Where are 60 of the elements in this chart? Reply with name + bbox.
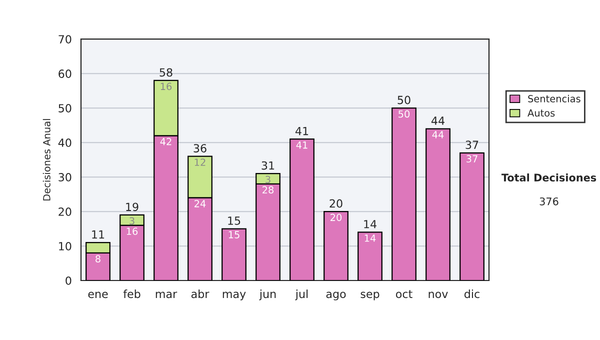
bar [358,232,382,280]
data-label: 16 [126,228,138,235]
data-label: 24 [194,200,206,208]
data-label: 20 [330,214,342,222]
total-label: 41 [295,126,308,136]
x-tick-label: jun [259,290,276,300]
y-tick-label: 70 [58,35,72,44]
bar [460,152,484,280]
data-label: 42 [160,138,172,146]
y-tick-label: 0 [66,276,72,285]
x-tick-label: may [222,292,246,300]
x-tick-label: mar [156,292,178,298]
data-label: 15 [228,231,240,238]
data-label: 8 [96,255,100,263]
x-tick-label: jul [295,290,308,300]
total-label: 20 [330,199,342,208]
data-label: 44 [432,131,444,138]
y-axis-title: Decisiones Anual [42,119,50,200]
bar [222,228,246,280]
total-label: 14 [364,220,376,228]
data-label: 50 [398,110,410,118]
data-label: 3 [266,176,270,184]
bar [290,138,314,280]
data-label: 3 [130,217,134,225]
bar [324,210,348,280]
total-label: 11 [92,230,104,239]
text: 376 [540,197,558,206]
total-label: 19 [126,202,138,212]
data-label: 14 [364,234,376,242]
total-label: 31 [262,161,274,170]
x-tick-label: feb [123,290,140,298]
x-tick-label: dic [464,290,480,298]
x-tick-label: ene [88,292,108,298]
x-tick-label: oct [396,290,412,298]
y-tick-label: 40 [58,138,72,147]
bar [392,108,416,280]
x-tick-label: sep [360,292,380,300]
data-label: 41 [296,141,308,149]
total-label: 37 [466,140,478,150]
y-tick-label: 50 [58,104,72,112]
total-label: 15 [228,216,240,225]
total-label: 58 [160,68,172,77]
total-label: 44 [431,116,444,125]
text: Total Decisiones [501,173,596,182]
data-label: 37 [466,155,478,162]
y-tick-label: 60 [58,70,72,78]
x-tick-label: nov [428,292,448,298]
y-tick-label: 10 [59,242,72,250]
data-label: 28 [262,186,274,194]
data-label: 16 [160,82,172,90]
total-label: 36 [194,144,206,152]
legend-label: Sentencias [528,94,580,102]
y-tick-label: 30 [58,173,72,182]
y-tick-label: 20 [58,208,72,216]
legend-label: Autos [528,109,555,117]
x-tick-label: abr [191,290,210,298]
bar [426,128,450,280]
data-label: 12 [194,158,206,166]
x-tick-label: ago [326,292,346,300]
total-label: 50 [398,96,410,104]
